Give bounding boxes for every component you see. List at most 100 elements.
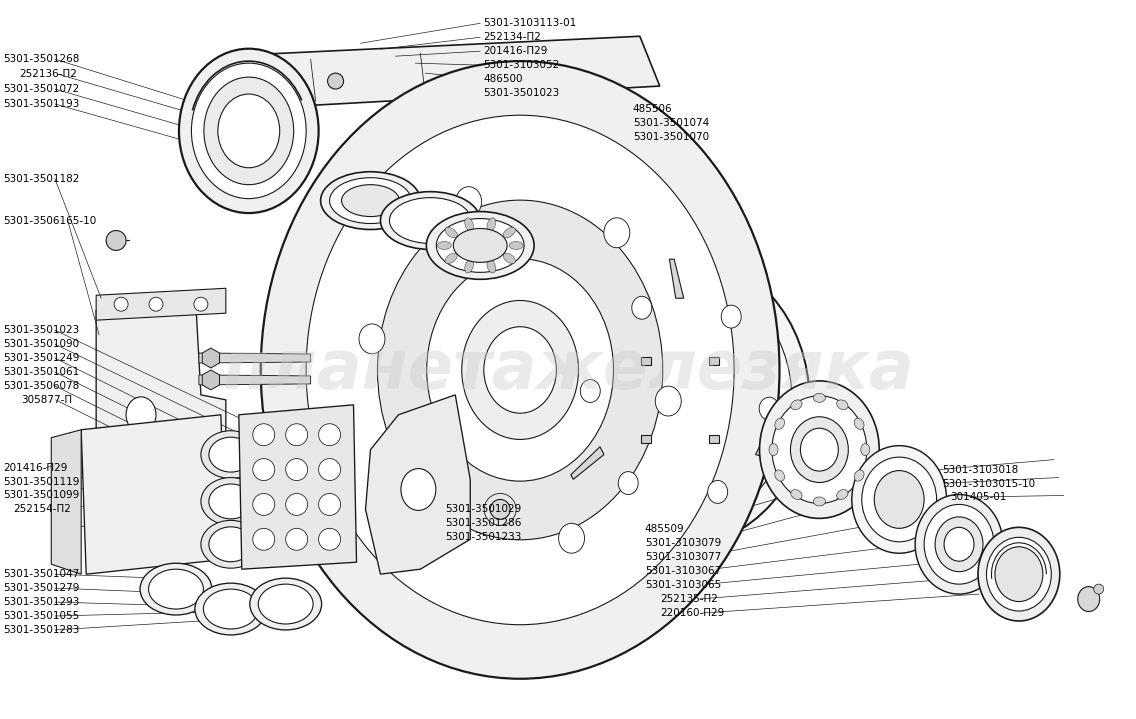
Ellipse shape bbox=[253, 493, 275, 516]
Ellipse shape bbox=[772, 396, 867, 503]
Ellipse shape bbox=[445, 227, 458, 238]
Text: 5301-3506165-10: 5301-3506165-10 bbox=[3, 216, 97, 226]
Polygon shape bbox=[51, 430, 81, 574]
Ellipse shape bbox=[427, 259, 613, 481]
Ellipse shape bbox=[218, 94, 279, 168]
Polygon shape bbox=[709, 357, 719, 365]
Ellipse shape bbox=[250, 578, 321, 630]
Ellipse shape bbox=[329, 178, 411, 224]
Ellipse shape bbox=[318, 459, 341, 480]
Ellipse shape bbox=[126, 397, 156, 433]
Text: 5301-3501193: 5301-3501193 bbox=[3, 99, 80, 109]
Text: 5301-3501233: 5301-3501233 bbox=[445, 532, 521, 542]
Ellipse shape bbox=[791, 417, 849, 482]
Ellipse shape bbox=[721, 305, 741, 328]
Ellipse shape bbox=[661, 378, 699, 421]
Ellipse shape bbox=[580, 380, 600, 403]
Ellipse shape bbox=[837, 400, 847, 410]
Ellipse shape bbox=[285, 493, 308, 516]
Ellipse shape bbox=[465, 218, 474, 232]
Text: 5301-3501279: 5301-3501279 bbox=[3, 583, 80, 593]
Ellipse shape bbox=[253, 459, 275, 480]
Text: 5301-3501023: 5301-3501023 bbox=[483, 88, 559, 98]
Ellipse shape bbox=[465, 260, 474, 273]
Ellipse shape bbox=[503, 253, 516, 264]
Ellipse shape bbox=[854, 418, 864, 429]
Ellipse shape bbox=[209, 527, 253, 562]
Ellipse shape bbox=[632, 296, 652, 319]
Ellipse shape bbox=[209, 484, 253, 519]
Ellipse shape bbox=[655, 386, 682, 416]
Ellipse shape bbox=[854, 470, 864, 481]
Ellipse shape bbox=[142, 449, 160, 470]
Text: 5301-3103067: 5301-3103067 bbox=[645, 566, 721, 576]
Polygon shape bbox=[97, 305, 226, 524]
Ellipse shape bbox=[258, 584, 314, 624]
Ellipse shape bbox=[916, 495, 1003, 594]
Ellipse shape bbox=[285, 459, 308, 480]
Text: 5301-3506078: 5301-3506078 bbox=[3, 381, 80, 391]
Ellipse shape bbox=[390, 198, 471, 244]
Ellipse shape bbox=[503, 227, 516, 238]
Text: 5301-3501119: 5301-3501119 bbox=[3, 477, 80, 487]
Text: 252136-П2: 252136-П2 bbox=[19, 69, 77, 79]
Ellipse shape bbox=[769, 444, 778, 456]
Ellipse shape bbox=[559, 523, 585, 553]
Ellipse shape bbox=[775, 470, 785, 481]
Ellipse shape bbox=[453, 229, 507, 262]
Ellipse shape bbox=[924, 505, 994, 584]
Ellipse shape bbox=[381, 192, 481, 249]
Polygon shape bbox=[220, 36, 660, 109]
Text: 5301-3501029: 5301-3501029 bbox=[445, 505, 521, 514]
Text: 252154-П2: 252154-П2 bbox=[14, 505, 72, 514]
Ellipse shape bbox=[791, 490, 802, 500]
Text: 5301-3501074: 5301-3501074 bbox=[633, 118, 709, 128]
Circle shape bbox=[327, 73, 343, 89]
Ellipse shape bbox=[487, 218, 495, 232]
Ellipse shape bbox=[986, 537, 1051, 611]
Ellipse shape bbox=[813, 393, 826, 403]
Polygon shape bbox=[97, 288, 226, 320]
Ellipse shape bbox=[359, 324, 385, 354]
Ellipse shape bbox=[203, 589, 258, 629]
Text: 5301-3501268: 5301-3501268 bbox=[3, 54, 80, 64]
Text: 5301-3501070: 5301-3501070 bbox=[633, 132, 709, 142]
Ellipse shape bbox=[775, 418, 785, 429]
Ellipse shape bbox=[285, 423, 308, 446]
Text: 305877-П: 305877-П bbox=[22, 395, 73, 405]
Ellipse shape bbox=[568, 273, 792, 527]
Text: 5301-3501249: 5301-3501249 bbox=[3, 353, 80, 363]
Ellipse shape bbox=[203, 77, 294, 185]
Ellipse shape bbox=[437, 242, 451, 249]
Text: 5301-3501286: 5301-3501286 bbox=[445, 518, 521, 528]
Text: 201416-П29: 201416-П29 bbox=[3, 462, 68, 472]
Ellipse shape bbox=[318, 423, 341, 446]
Ellipse shape bbox=[436, 219, 524, 273]
Ellipse shape bbox=[484, 326, 557, 413]
Text: 486500: 486500 bbox=[483, 74, 523, 84]
Ellipse shape bbox=[201, 477, 261, 526]
Text: 5301-3501099: 5301-3501099 bbox=[3, 490, 80, 500]
Ellipse shape bbox=[813, 497, 826, 506]
Text: 5301-3103065: 5301-3103065 bbox=[645, 580, 721, 590]
Ellipse shape bbox=[320, 172, 420, 229]
Polygon shape bbox=[709, 434, 719, 443]
Ellipse shape bbox=[426, 211, 534, 279]
Ellipse shape bbox=[487, 260, 495, 273]
Ellipse shape bbox=[192, 63, 306, 198]
Ellipse shape bbox=[852, 446, 946, 553]
Ellipse shape bbox=[760, 381, 879, 518]
Ellipse shape bbox=[195, 583, 267, 635]
Ellipse shape bbox=[253, 528, 275, 550]
Ellipse shape bbox=[623, 335, 737, 464]
Text: 5301-3501182: 5301-3501182 bbox=[3, 174, 80, 183]
Ellipse shape bbox=[837, 490, 847, 500]
Polygon shape bbox=[202, 370, 219, 390]
Polygon shape bbox=[81, 415, 226, 574]
Ellipse shape bbox=[944, 527, 974, 562]
Ellipse shape bbox=[461, 301, 578, 439]
Ellipse shape bbox=[201, 521, 261, 568]
Text: 5301-3103015-10: 5301-3103015-10 bbox=[942, 479, 1035, 488]
Ellipse shape bbox=[261, 61, 779, 679]
Ellipse shape bbox=[604, 218, 629, 248]
